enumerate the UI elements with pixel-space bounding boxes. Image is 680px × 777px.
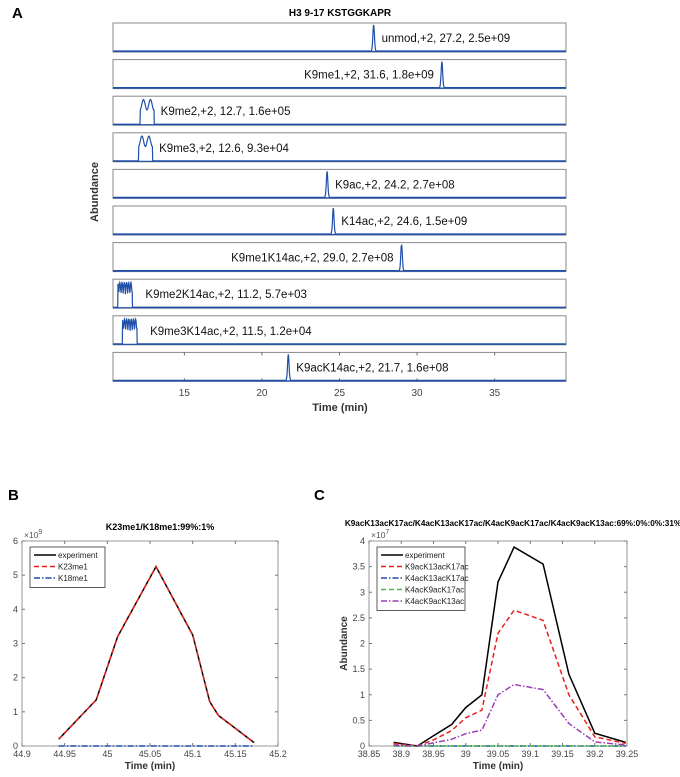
chart-title: K23me1/K18me1:99%:1%: [106, 522, 215, 532]
y-exponent-label: ×109: [24, 529, 42, 540]
trace-label: K9me2K14ac,+2, 11.2, 5.7e+03: [145, 289, 307, 301]
x-tick-label: 39.2: [586, 749, 604, 759]
x-tick-label: 39.05: [487, 749, 510, 759]
trace-label: K14ac,+2, 24.6, 1.5e+09: [341, 216, 467, 228]
y-tick-label: 0: [13, 741, 18, 751]
legend-entry: K23me1: [58, 563, 88, 572]
trace-label: K9me3,+2, 12.6, 9.3e+04: [159, 143, 289, 155]
y-exponent-power: 9: [38, 529, 42, 536]
x-tick-label: 25: [334, 388, 346, 399]
y-tick-label: 3: [13, 639, 18, 649]
trace-axes-box: [112, 132, 567, 163]
y-tick-label: 0: [360, 741, 365, 751]
trace-label: K9me1K14ac,+2, 29.0, 2.7e+08: [231, 253, 393, 265]
trace-label: K9me1,+2, 31.6, 1.8e+09: [304, 70, 434, 82]
chart-title: H3 9-17 KSTGGKAPR: [289, 8, 392, 19]
series-line-K4acK9acK13ac: [393, 683, 626, 747]
trace-panel: K9me1,+2, 31.6, 1.8e+09: [112, 59, 567, 90]
trace-axes-box: [112, 205, 567, 236]
y-exponent-power: 7: [385, 529, 389, 536]
series-line-experiment: [393, 546, 626, 747]
legend-entry: K18me1: [58, 574, 88, 583]
trace-panel: K14ac,+2, 24.6, 1.5e+09: [112, 205, 567, 236]
x-tick-label: 45.1: [184, 749, 202, 759]
x-tick-label: 38.9: [392, 749, 410, 759]
trace-axes-box: [112, 95, 567, 126]
trace-label: K9me3K14ac,+2, 11.5, 1.2e+04: [150, 326, 312, 338]
trace-label: K9ac,+2, 24.2, 2.7e+08: [335, 179, 455, 191]
x-tick-label: 15: [179, 388, 191, 399]
legend-entry: K9acK13acK17ac: [405, 563, 469, 572]
y-axis-label: Abundance: [89, 162, 101, 222]
trace-panel: K9me3,+2, 12.6, 9.3e+04: [112, 132, 567, 163]
x-tick-label: 39.15: [551, 749, 574, 759]
y-tick-label: 5: [13, 570, 18, 580]
legend-box: [376, 546, 466, 611]
x-axis-label: Time (min): [312, 402, 368, 414]
panel-label-c: C: [314, 487, 325, 504]
legend: experiment K9acK13acK17ac K4acK13acK17ac K4…: [376, 546, 469, 611]
trace-panel: K9me1K14ac,+2, 29.0, 2.7e+08: [112, 242, 567, 273]
trace-panel: K9ac,+2, 24.2, 2.7e+08: [112, 168, 567, 199]
y-tick-label: 0.5: [352, 715, 365, 725]
trace-panel: K9me2,+2, 12.7, 1.6e+05: [112, 95, 567, 126]
legend-entry: experiment: [405, 551, 445, 560]
y-tick-label: 4: [13, 604, 18, 614]
x-axis-label: Time (min): [473, 761, 523, 772]
legend-entry: K4acK9acK17ac: [405, 586, 464, 595]
panel-label-b: B: [8, 487, 19, 504]
trace-panel: unmod,+2, 27.2, 2.5e+09: [112, 22, 567, 53]
series-line-K9acK13acK17ac: [393, 609, 626, 747]
y-tick-label: 3.5: [352, 562, 365, 572]
y-tick-label: 3: [360, 587, 365, 597]
trace-axes-box: [112, 22, 567, 53]
y-exponent-base: ×10: [371, 530, 386, 540]
x-tick-label: 38.95: [422, 749, 445, 759]
x-tick-label: 45.2: [269, 749, 287, 759]
y-tick-label: 6: [13, 536, 18, 546]
legend-entry: K4acK9acK13ac: [405, 597, 464, 606]
x-tick-label: 35: [489, 388, 501, 399]
y-tick-label: 1: [360, 690, 365, 700]
x-tick-label: 45.05: [139, 749, 162, 759]
trace-panel: K9me3K14ac,+2, 11.5, 1.2e+04: [112, 315, 567, 346]
y-axis-label: Abundance: [339, 616, 350, 671]
y-tick-label: 2: [360, 639, 365, 649]
trace-axes-box: [112, 168, 567, 199]
trace-axes-box: [112, 278, 567, 309]
x-tick-label: 44.9: [13, 749, 31, 759]
y-axis-label: Abundance: [0, 616, 3, 671]
trace-panel: K9me2K14ac,+2, 11.2, 5.7e+03: [112, 278, 567, 309]
x-tick-label: 44.95: [53, 749, 76, 759]
x-tick-label: 39.1: [521, 749, 539, 759]
trace-label: unmod,+2, 27.2, 2.5e+09: [382, 33, 511, 45]
y-tick-label: 2.5: [352, 613, 365, 623]
trace-label: K9me2,+2, 12.7, 1.6e+05: [161, 106, 291, 118]
x-tick-label: 30: [412, 388, 424, 399]
y-tick-label: 1.5: [352, 664, 365, 674]
panel-label-a: A: [12, 5, 23, 22]
chart-title: K9acK13acK17ac/K4acK13acK17ac/K4acK9acK1…: [345, 519, 680, 528]
x-tick-label: 38.85: [358, 749, 381, 759]
trace-label: K9acK14ac,+2, 21.7, 1.6e+08: [296, 362, 448, 374]
x-tick-label: 20: [256, 388, 268, 399]
x-axis-label: Time (min): [125, 761, 175, 772]
y-tick-label: 4: [360, 536, 365, 546]
series-line-K23me1: [58, 565, 255, 744]
legend: experiment K23me1 K18me1: [29, 546, 106, 588]
y-tick-label: 1: [13, 707, 18, 717]
trace-axes-box: [112, 351, 567, 382]
y-exponent-base: ×10: [24, 530, 39, 540]
x-tick-label: 45.15: [224, 749, 247, 759]
legend-entry: experiment: [58, 551, 98, 560]
y-exponent-label: ×107: [371, 529, 389, 540]
x-tick-label: 39.25: [616, 749, 639, 759]
trace-axes-box: [112, 59, 567, 90]
x-tick-label: 45: [102, 749, 112, 759]
legend-entry: K4acK13acK17ac: [405, 574, 469, 583]
y-tick-label: 2: [13, 673, 18, 683]
trace-panel: K9acK14ac,+2, 21.7, 1.6e+08: [112, 351, 567, 382]
x-tick-label: 39: [461, 749, 471, 759]
